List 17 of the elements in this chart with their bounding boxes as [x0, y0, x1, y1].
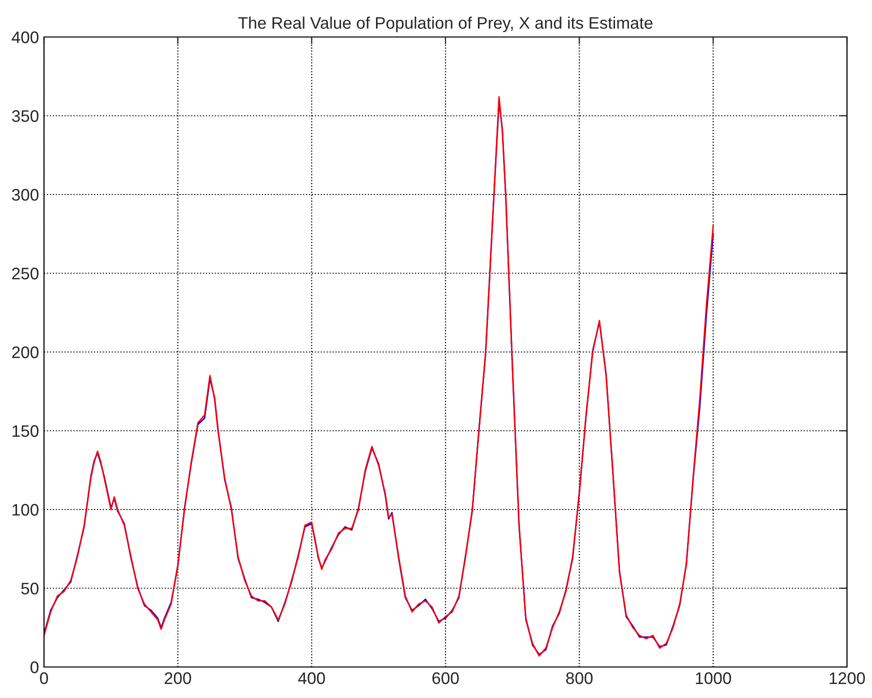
x-tick-label: 0: [40, 672, 48, 684]
x-tick-label: 600: [432, 672, 459, 684]
x-tick-label: 1000: [696, 672, 732, 684]
y-tick-label: 250: [12, 268, 38, 280]
y-tick-label: 100: [12, 504, 38, 516]
y-tick-label: 200: [12, 346, 38, 358]
y-tick-label: 400: [12, 31, 38, 44]
y-tick-label: 350: [12, 110, 38, 122]
x-tick-label: 200: [164, 672, 192, 684]
x-tick-label: 800: [566, 672, 593, 684]
chart-title: The Real Value of Population of Prey, X and its Estimate: [238, 16, 652, 32]
y-tick-label: 0: [30, 661, 38, 674]
x-tick-label: 1200: [830, 672, 865, 684]
x-tick-label: 400: [298, 672, 325, 684]
y-tick-label: 150: [12, 425, 38, 437]
y-tick-label: 300: [12, 188, 38, 201]
y-tick-label: 50: [21, 582, 38, 594]
